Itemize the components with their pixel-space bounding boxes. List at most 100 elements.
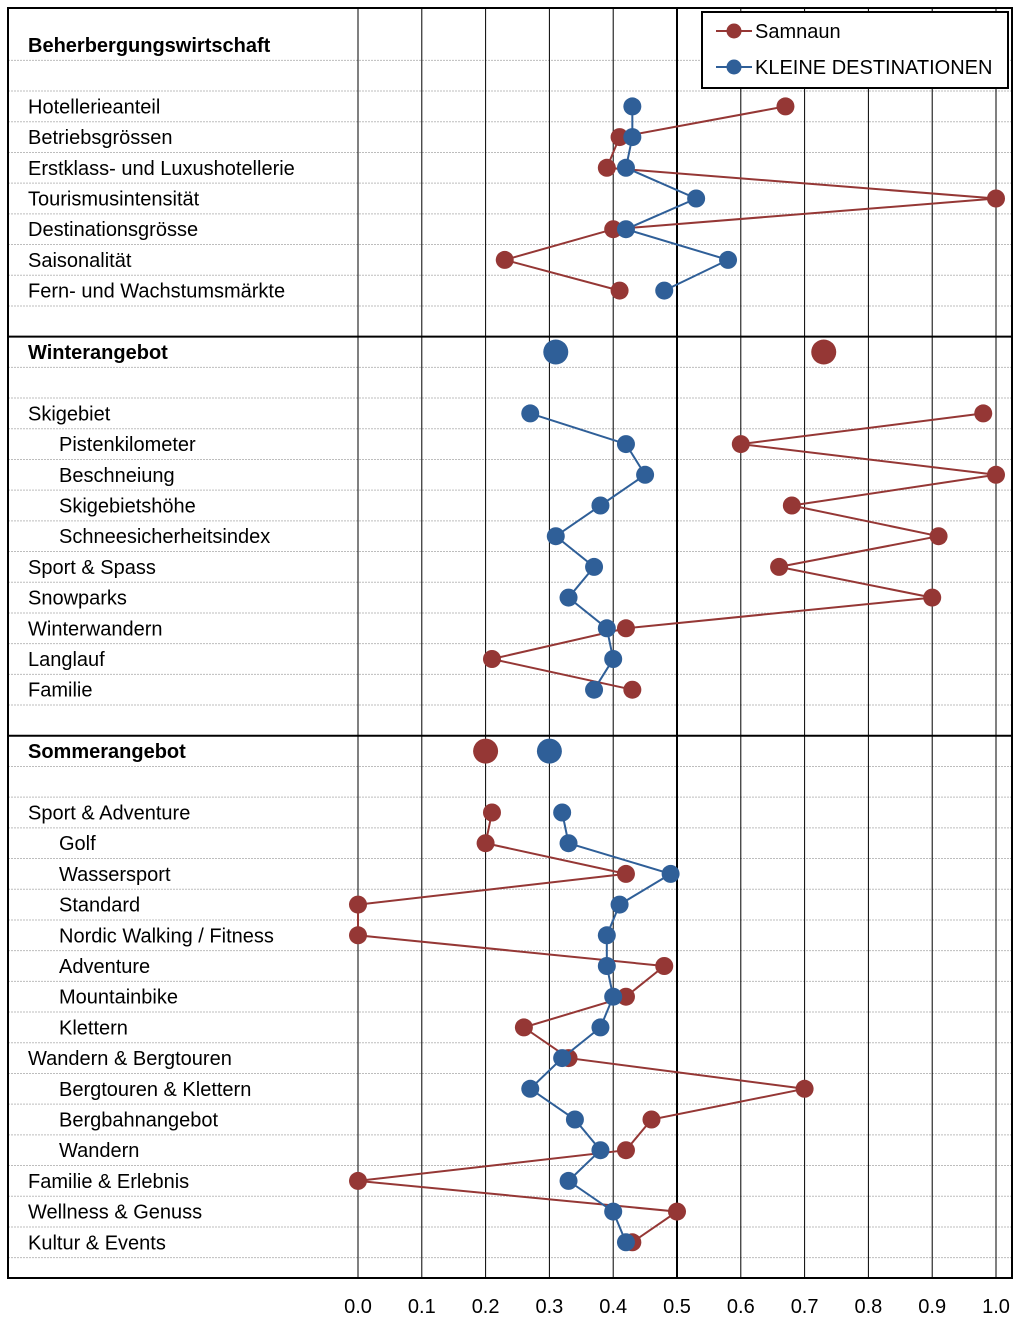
section-average-marker xyxy=(536,738,562,764)
data-point xyxy=(719,250,738,269)
data-point xyxy=(521,1079,540,1098)
data-point xyxy=(782,496,801,515)
row-label: Wandern xyxy=(59,1140,139,1162)
row-label: Saisonalität xyxy=(28,250,132,272)
x-axis-tick-labels: 0.0 0.1 0.2 0.3 0.4 0.5 0.6 0.7 0.8 0.9 1.0 xyxy=(344,1296,1010,1318)
row-label: Langlauf xyxy=(28,649,105,671)
legend-label: Samnaun xyxy=(755,21,841,43)
section-average-marker xyxy=(473,738,499,764)
series-kleine-destinationen xyxy=(521,97,738,1252)
series-line xyxy=(529,412,647,691)
data-point xyxy=(482,803,501,822)
row-label: Skigebietshöhe xyxy=(59,496,196,518)
data-point xyxy=(616,619,635,638)
series-line xyxy=(491,412,997,691)
x-tick-label: 0.5 xyxy=(663,1296,691,1318)
data-point xyxy=(610,128,629,147)
x-tick-label: 0.9 xyxy=(918,1296,946,1318)
data-point xyxy=(623,128,642,147)
data-point xyxy=(616,220,635,239)
data-point xyxy=(553,803,572,822)
data-point xyxy=(668,1202,686,1221)
data-point xyxy=(559,834,578,853)
data-point xyxy=(559,588,578,607)
data-point xyxy=(349,926,367,945)
legend-box xyxy=(701,11,1009,89)
data-point xyxy=(591,496,610,515)
legend-marker xyxy=(726,23,742,39)
series-line xyxy=(500,105,997,292)
x-tick-label: 0.3 xyxy=(535,1296,563,1318)
x-tick-label: 0.8 xyxy=(854,1296,882,1318)
row-label: Golf xyxy=(59,833,96,855)
series-samnaun xyxy=(349,97,1005,1252)
data-point xyxy=(597,957,616,975)
legend: Samnaun KLEINE DESTINATIONEN xyxy=(701,11,1009,89)
data-point xyxy=(655,957,674,975)
row-label: Erstklass- und Luxushotellerie xyxy=(28,158,295,180)
row-label: Nordic Walking / Fitness xyxy=(59,925,274,947)
data-point xyxy=(585,557,604,576)
data-point xyxy=(655,281,674,300)
data-point xyxy=(476,834,495,853)
data-point xyxy=(559,1171,578,1190)
data-point xyxy=(514,1018,533,1037)
data-point xyxy=(795,1079,814,1098)
data-point xyxy=(604,650,623,668)
row-label: Sport & Spass xyxy=(28,557,156,579)
plot-frame xyxy=(7,7,1013,1279)
section-title: Winterangebot xyxy=(28,342,168,364)
row-label: Hotellerieanteil xyxy=(28,96,160,118)
data-point xyxy=(482,650,501,668)
data-point xyxy=(349,895,367,914)
data-point xyxy=(636,465,655,484)
row-label: Snowparks xyxy=(28,588,127,610)
data-point xyxy=(642,1110,661,1129)
row-label: Beschneiung xyxy=(59,465,175,487)
row-label: Wassersport xyxy=(59,864,171,886)
x-tick-label: 0.1 xyxy=(408,1296,436,1318)
row-label: Pistenkilometer xyxy=(59,434,196,456)
row-label: Fern- und Wachstumsmärkte xyxy=(28,281,285,303)
row-label: Adventure xyxy=(59,956,150,978)
x-tick-label: 0.6 xyxy=(727,1296,755,1318)
data-point xyxy=(604,1202,623,1221)
data-point xyxy=(616,435,635,454)
data-point xyxy=(770,557,789,576)
x-tick-label: 0.2 xyxy=(472,1296,500,1318)
row-label: Betriebsgrössen xyxy=(28,127,173,149)
data-point xyxy=(616,1233,635,1252)
x-tick-label: 0.4 xyxy=(599,1296,627,1318)
data-point xyxy=(987,465,1005,484)
data-point xyxy=(974,404,993,423)
data-point xyxy=(616,1141,635,1160)
row-label: Mountainbike xyxy=(59,987,178,1009)
row-label: Standard xyxy=(59,895,140,917)
row-label: Bergtouren & Klettern xyxy=(59,1079,251,1101)
data-point xyxy=(597,926,616,945)
data-point xyxy=(585,680,604,699)
data-point xyxy=(616,864,635,883)
row-label: Destinationsgrösse xyxy=(28,219,198,241)
row-label: Schneesicherheitsindex xyxy=(59,526,270,548)
data-point xyxy=(923,588,942,607)
section-average-marker xyxy=(811,339,837,365)
row-label: Tourismusintensität xyxy=(28,189,200,211)
data-point xyxy=(604,987,623,1006)
legend-marker xyxy=(726,59,742,75)
series-line xyxy=(357,812,805,1244)
row-label: Klettern xyxy=(59,1017,128,1039)
row-label: Sport & Adventure xyxy=(28,803,190,825)
row-label: Wellness & Genuss xyxy=(28,1202,202,1224)
data-point xyxy=(495,250,514,269)
data-point xyxy=(604,220,623,239)
data-point xyxy=(929,527,948,546)
data-point xyxy=(616,987,635,1006)
row-label: Kultur & Events xyxy=(28,1232,166,1254)
data-point xyxy=(776,97,795,116)
section-title: Beherbergungswirtschaft xyxy=(28,35,271,57)
data-point xyxy=(687,189,706,208)
data-point xyxy=(553,1049,572,1068)
row-labels: Beherbergungswirtschaft Hotellerieanteil B… xyxy=(28,35,295,1254)
